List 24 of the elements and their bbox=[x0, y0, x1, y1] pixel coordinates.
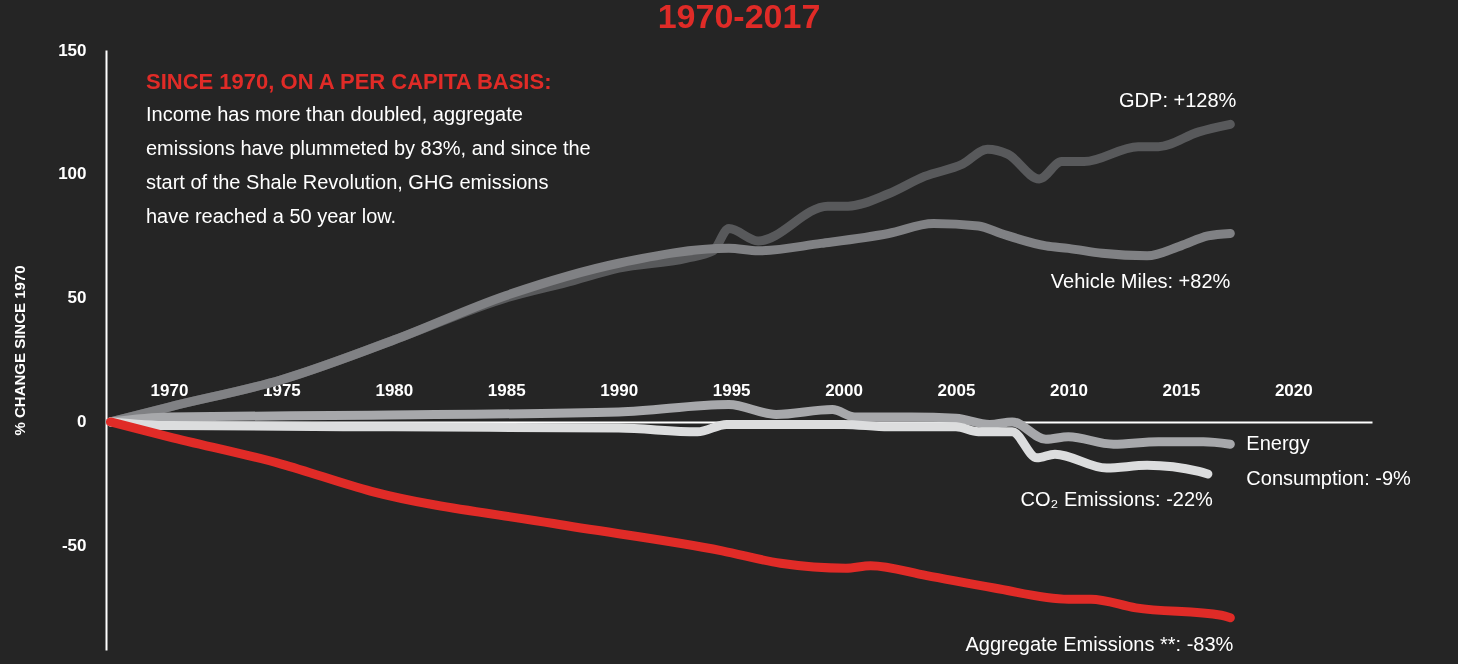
series-label: Vehicle Miles: +82% bbox=[1050, 270, 1231, 293]
x-tick-label: 1985 bbox=[487, 381, 526, 401]
x-tick-label: 2015 bbox=[1162, 381, 1201, 401]
y-axis-title: % CHANGE SINCE 1970 bbox=[11, 265, 29, 436]
x-tick-label: 2010 bbox=[1050, 381, 1088, 401]
series-label: GDP: +128% bbox=[1119, 89, 1237, 112]
series-label: Energy Consumption: -9% bbox=[1246, 432, 1412, 490]
annotation: Income has more than doubled, aggregate emissions have plummeted by 83%, and since the start of the Shale Revolution, GHG emissions have reached a 50 year low. bbox=[146, 103, 591, 227]
y-tick-label: 100 bbox=[58, 164, 87, 184]
x-tick-label: 2000 bbox=[825, 381, 863, 401]
x-tick-label: 2020 bbox=[1274, 381, 1313, 401]
y-tick-label: 150 bbox=[58, 40, 87, 60]
chart-title: 1970-2017 bbox=[657, 0, 821, 35]
y-tick-label: 50 bbox=[67, 288, 87, 308]
x-tick-label: 1980 bbox=[375, 381, 414, 401]
annotation: SINCE 1970, ON A PER CAPITA BASIS: bbox=[146, 69, 552, 94]
x-tick-label: 1970 bbox=[150, 381, 189, 401]
series-label: CO₂ Emissions: -22% bbox=[1020, 487, 1214, 510]
series-label: Aggregate Emissions **: -83% bbox=[965, 632, 1234, 655]
y-tick-label: -50 bbox=[61, 536, 87, 556]
y-tick-label: 0 bbox=[77, 412, 87, 432]
x-tick-label: 2005 bbox=[937, 381, 976, 401]
x-tick-label: 1990 bbox=[600, 381, 639, 401]
x-tick-label: 1995 bbox=[712, 381, 751, 401]
